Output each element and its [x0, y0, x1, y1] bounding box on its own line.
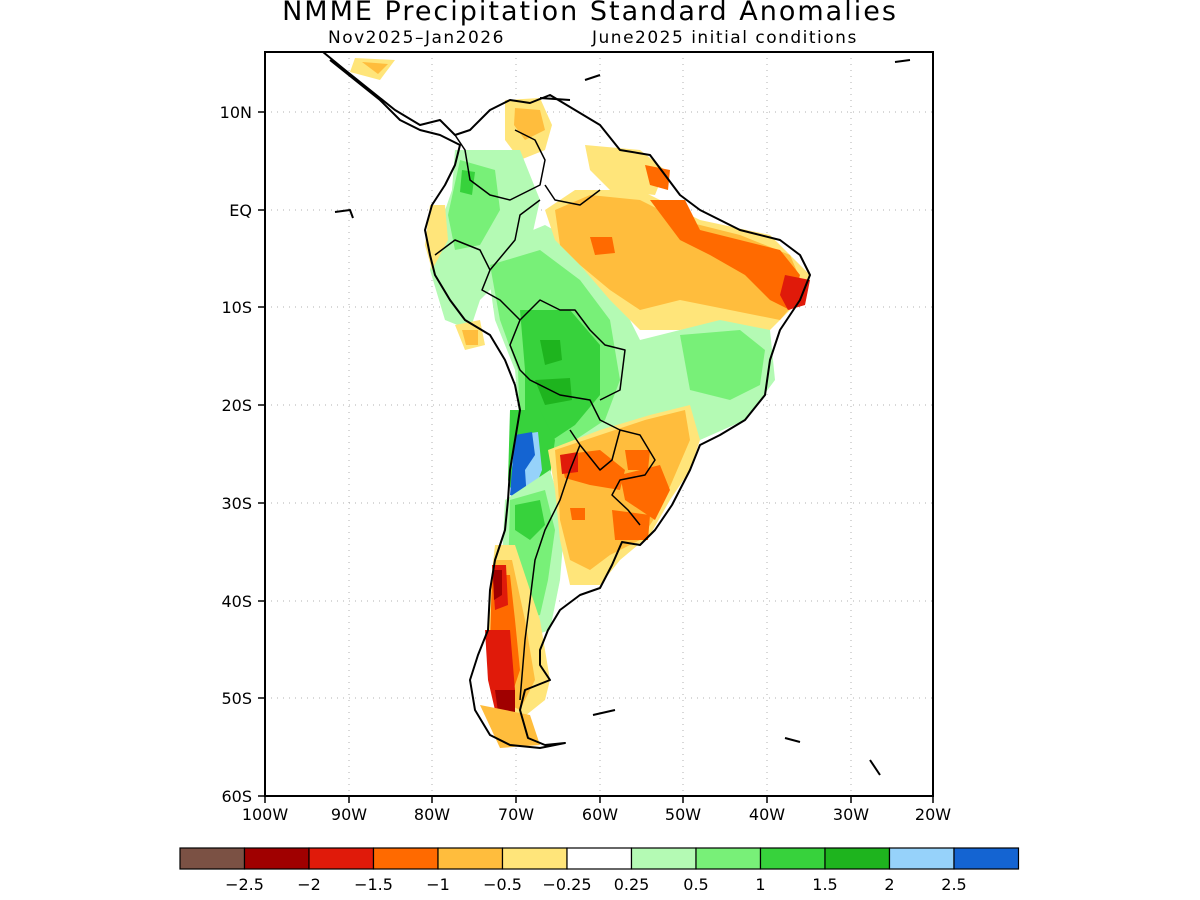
legend-swatch	[953, 847, 1020, 870]
island-outline	[334, 59, 911, 776]
lat-tick-label: 10S	[221, 298, 252, 317]
anomaly-patch	[590, 237, 615, 255]
anomaly-fields	[350, 58, 810, 748]
lon-tick-label: 30W	[833, 805, 869, 824]
anomaly-patch	[625, 450, 650, 470]
legend-swatch	[824, 847, 891, 870]
lon-tick-labels: 100W 90W 80W 70W 60W 50W 40W 30W 20W	[242, 805, 951, 824]
legend-label: −0.25	[542, 875, 591, 894]
anomaly-patch	[780, 275, 810, 310]
legend-label: 2.5	[941, 875, 966, 894]
legend-label: −1.5	[354, 875, 393, 894]
anomaly-patch	[570, 508, 585, 520]
country-border	[434, 129, 656, 701]
anomaly-patch	[620, 465, 670, 520]
legend-label: 0.5	[683, 875, 708, 894]
legend-swatch	[630, 847, 697, 870]
lon-tick-label: 20W	[915, 805, 951, 824]
continent-outline	[322, 52, 811, 749]
legend-swatch	[243, 847, 310, 870]
lat-tick-label: 50S	[221, 689, 252, 708]
legend-label: −2	[297, 875, 321, 894]
legend-swatch	[308, 847, 375, 870]
lon-tick-label: 60W	[582, 805, 618, 824]
lon-tick-label: 80W	[414, 805, 450, 824]
legend-label: 0.25	[614, 875, 650, 894]
legend-swatch	[566, 847, 633, 870]
color-legend: −2.5 −2 −1.5 −1 −0.5 −0.25 0.25 0.5 1 1.5 2 2.5	[179, 847, 1020, 894]
anomaly-patch	[645, 165, 670, 190]
tick-marks	[258, 111, 934, 803]
legend-swatch	[888, 847, 955, 870]
lat-tick-label: 40S	[221, 592, 252, 611]
anomaly-patch	[480, 705, 540, 748]
anomaly-patch	[460, 170, 475, 195]
coastlines	[322, 52, 911, 776]
lat-tick-label: 30S	[221, 494, 252, 513]
anomaly-patch	[560, 452, 578, 474]
anomaly-patch	[555, 410, 690, 570]
lon-tick-label: 100W	[242, 805, 289, 824]
legend-swatch	[437, 847, 504, 870]
anomaly-patch	[514, 108, 545, 140]
legend-swatch	[372, 847, 439, 870]
map-title: NMME Precipitation Standard Anomalies	[282, 0, 898, 27]
legend-swatch	[179, 847, 246, 870]
forecast-period: Nov2025–Jan2026	[328, 28, 505, 48]
anomaly-patch	[462, 330, 478, 345]
anomaly-patch	[515, 500, 545, 540]
legend-label: −1	[426, 875, 450, 894]
lon-tick-label: 40W	[749, 805, 785, 824]
anomaly-patch	[362, 62, 388, 74]
map-frame	[264, 51, 934, 797]
anomaly-patch	[495, 690, 515, 715]
lat-tick-label: EQ	[229, 201, 252, 220]
legend-label: 1.5	[812, 875, 837, 894]
lat-tick-label: 10N	[220, 103, 252, 122]
anomaly-patch	[680, 330, 765, 400]
anomaly-patch	[650, 200, 800, 310]
lon-tick-label: 50W	[665, 805, 701, 824]
initial-conditions: June2025 initial conditions	[592, 28, 858, 48]
lon-tick-label: 90W	[331, 805, 367, 824]
legend-label: 2	[884, 875, 894, 894]
anomaly-patch	[585, 145, 665, 195]
anomaly-patch	[555, 195, 805, 320]
legend-label: 1	[755, 875, 765, 894]
legend-label: −2.5	[225, 875, 264, 894]
lat-tick-labels: 10N EQ 10S 20S 30S 40S 50S 60S	[220, 103, 252, 806]
anomaly-patch	[612, 510, 650, 540]
anomaly-patch	[540, 340, 562, 365]
lon-tick-label: 70W	[498, 805, 534, 824]
legend-swatch	[501, 847, 568, 870]
anomaly-patch	[493, 570, 502, 600]
lat-tick-label: 60S	[221, 787, 252, 806]
anomaly-patch	[510, 432, 535, 500]
legend-swatch	[695, 847, 762, 870]
legend-label: −0.5	[483, 875, 522, 894]
legend-swatch	[759, 847, 826, 870]
lat-tick-label: 20S	[221, 396, 252, 415]
